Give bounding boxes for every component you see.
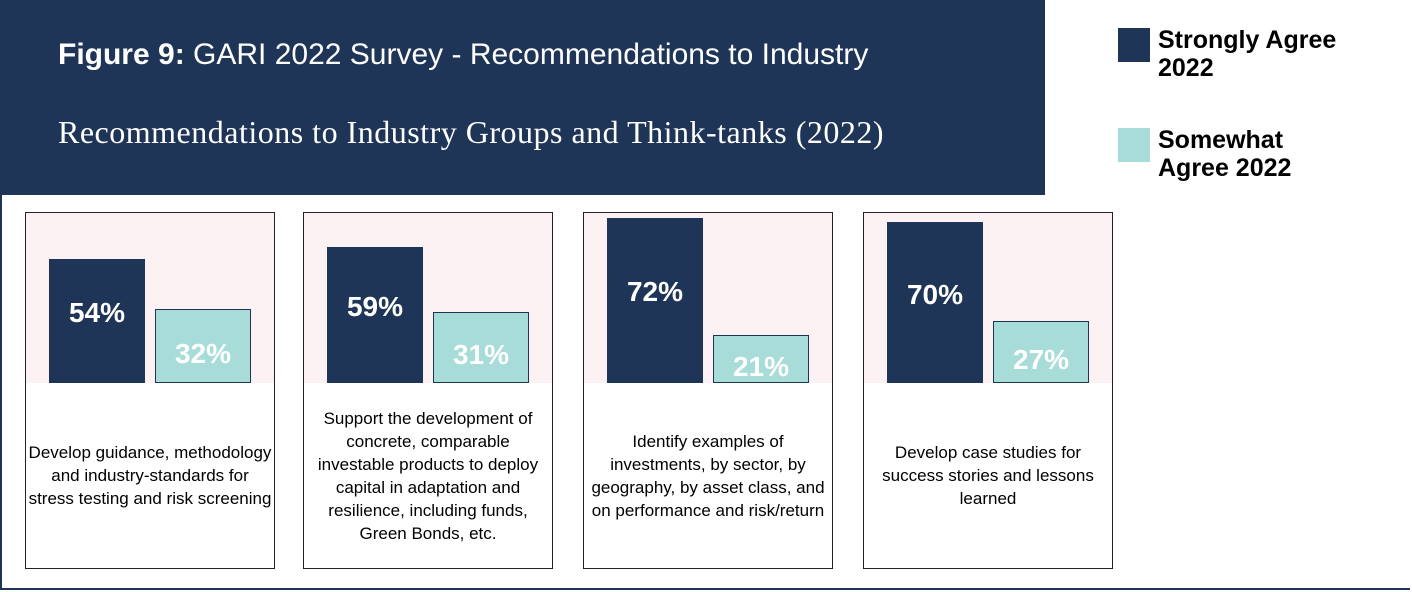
data-label: 32% xyxy=(174,338,232,370)
bar xyxy=(887,222,983,383)
category-label: Develop guidance, methodology and indust… xyxy=(28,443,272,508)
data-label: 70% xyxy=(906,278,964,310)
data-label: 72% xyxy=(626,276,684,308)
chart-title: Figure 9: GARI 2022 Survey - Recommendat… xyxy=(58,38,868,72)
category-label: Support the development of concrete, com… xyxy=(317,408,539,543)
legend-swatch xyxy=(1118,128,1150,162)
panel: 54% 32% Develop guidance, methodology and … xyxy=(25,212,275,569)
bar xyxy=(993,320,1089,383)
header: Figure 9: GARI 2022 Survey - Recommendat… xyxy=(0,0,1045,195)
bar xyxy=(49,258,145,383)
legend-label: Strongly Agree 2022 xyxy=(1158,26,1337,82)
legend-swatch xyxy=(1118,28,1150,62)
legend-label: Somewhat Agree 2022 xyxy=(1158,126,1292,182)
category-label: Develop case studies for success stories… xyxy=(882,443,1094,508)
data-label: 21% xyxy=(732,350,790,382)
data-label: 31% xyxy=(452,339,510,371)
title-text: GARI 2022 Survey - Recommendations to In… xyxy=(193,38,869,71)
bar xyxy=(433,311,529,383)
panel: 70% 27% Develop case studies for success s… xyxy=(863,212,1113,569)
panel: 59% 31% Support the development of concret… xyxy=(303,212,553,569)
data-label: 59% xyxy=(346,291,404,323)
figure-label: Figure 9: xyxy=(58,38,185,71)
bar xyxy=(607,217,703,383)
data-label: 27% xyxy=(1012,343,1070,375)
data-label: 54% xyxy=(68,296,126,328)
panel: 72% 21% Identify examples of investments, … xyxy=(583,212,833,569)
bar xyxy=(713,334,809,383)
bar xyxy=(327,247,423,383)
chart-subtitle: Recommendations to Industry Groups and T… xyxy=(58,114,885,150)
category-label: Identify examples of investments, by sec… xyxy=(591,431,825,520)
bar xyxy=(155,309,251,383)
